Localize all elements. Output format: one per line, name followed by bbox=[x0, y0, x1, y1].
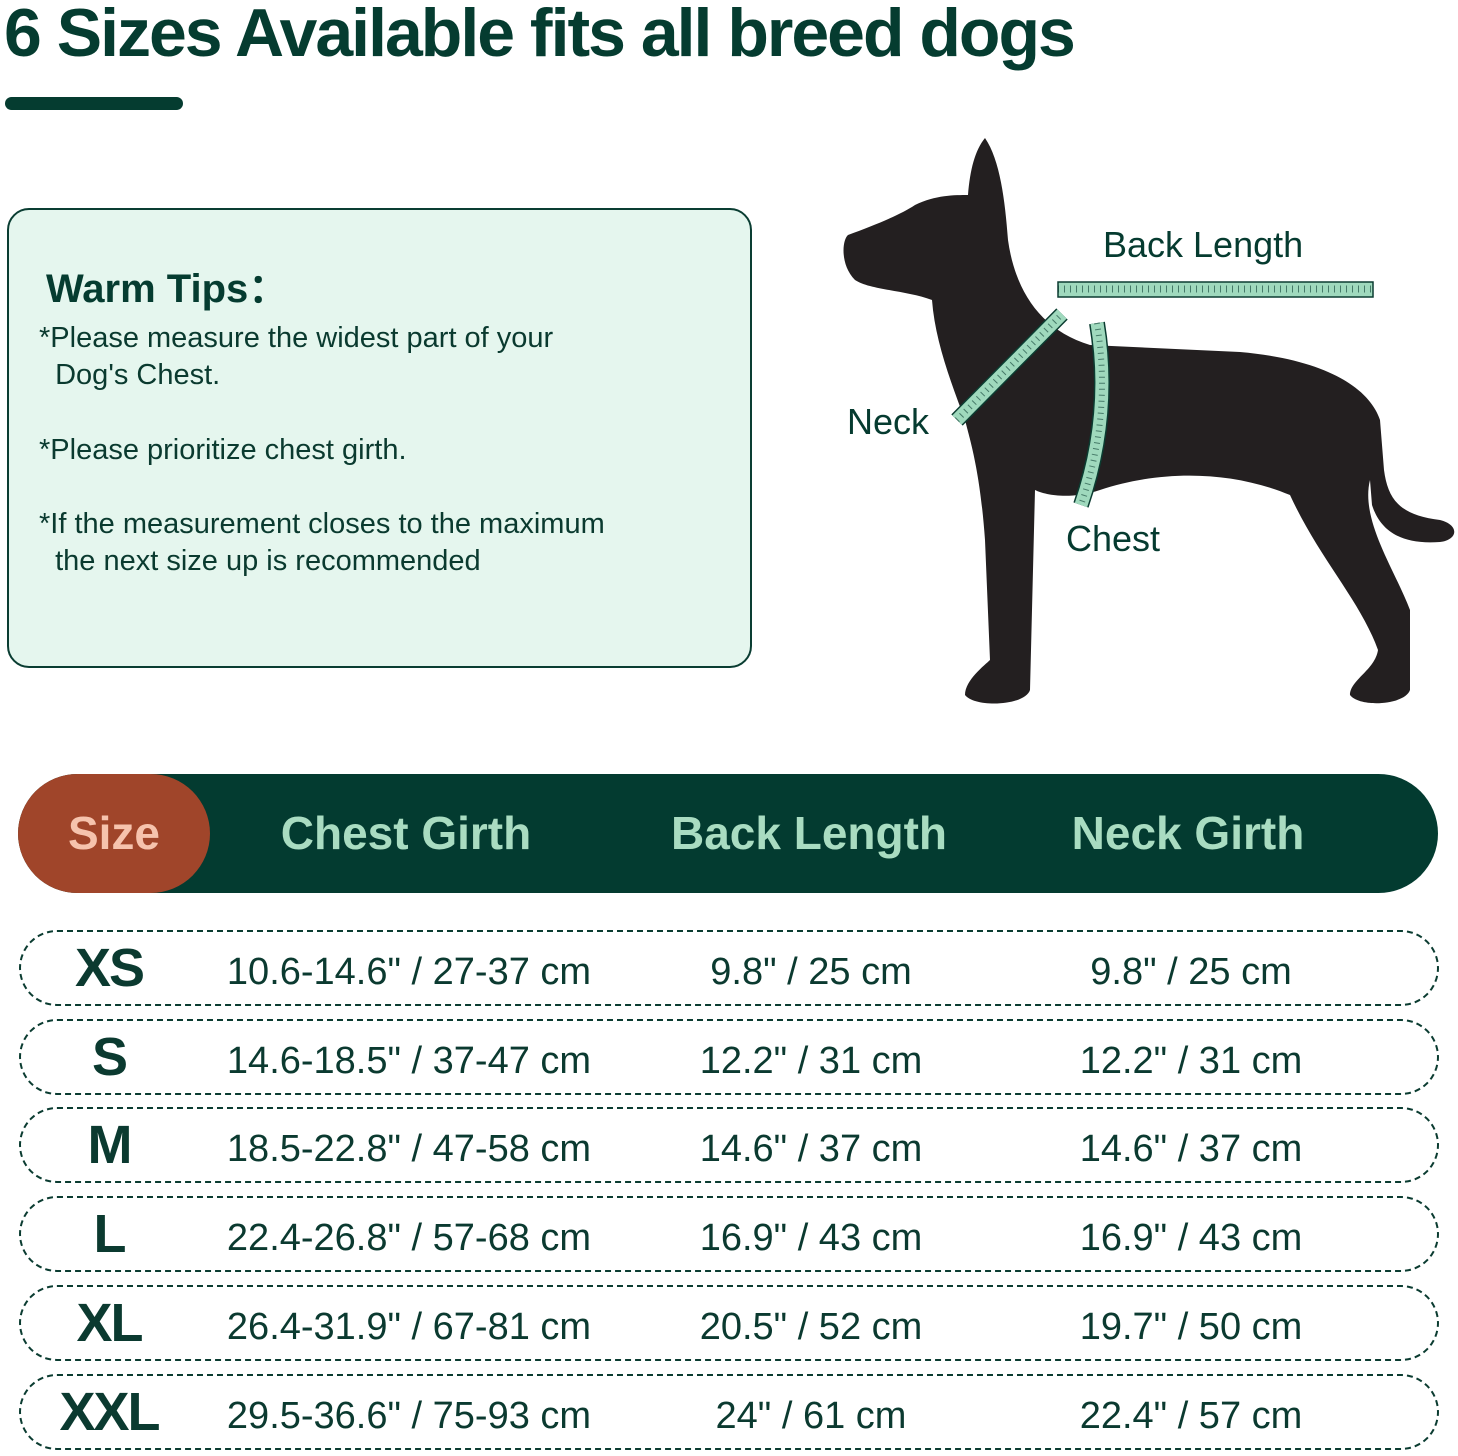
header-chest-girth: Chest Girth bbox=[280, 807, 532, 859]
chest-girth-cell: 10.6-14.6" / 27-37 cm bbox=[226, 951, 592, 993]
size-cell: L bbox=[93, 1204, 127, 1264]
back-length-cell: 12.2" / 31 cm bbox=[699, 1040, 923, 1082]
table-row: XS 10.6-14.6" / 27-37 cm 9.8" / 25 cm 9.8" … bbox=[19, 930, 1439, 1006]
neck-label: Neck bbox=[847, 401, 930, 442]
back-length-label: Back Length bbox=[1103, 224, 1304, 265]
size-cell: XXL bbox=[59, 1382, 160, 1442]
table-row: M 18.5-22.8" / 47-58 cm 14.6" / 37 cm 14.6"… bbox=[19, 1107, 1439, 1183]
dog-silhouette bbox=[843, 138, 1455, 704]
neck-tape-icon bbox=[951, 308, 1068, 426]
back-length-cell: 24" / 61 cm bbox=[715, 1395, 907, 1437]
size-cell: S bbox=[91, 1027, 128, 1087]
tip-measure-chest: *Please measure the widest part of your … bbox=[39, 322, 554, 391]
table-row: L 22.4-26.8" / 57-68 cm 16.9" / 43 cm 16.9"… bbox=[19, 1196, 1439, 1272]
table-row: XL 26.4-31.9" / 67-81 cm 20.5" / 52 cm 19.7… bbox=[19, 1285, 1439, 1361]
size-cell: XS bbox=[74, 938, 145, 998]
neck-girth-cell: 12.2" / 31 cm bbox=[1079, 1040, 1303, 1082]
neck-girth-cell: 19.7" / 50 cm bbox=[1079, 1306, 1303, 1348]
table-row: S 14.6-18.5" / 37-47 cm 12.2" / 31 cm 12.2"… bbox=[19, 1019, 1439, 1095]
dog-measurement-diagram bbox=[843, 138, 1455, 704]
header-neck-girth: Neck Girth bbox=[1071, 807, 1305, 859]
warm-tips-box: Warm Tips： *Please measure the widest pa… bbox=[7, 208, 752, 668]
tip-size-up: *If the measurement closes to the maximu… bbox=[39, 508, 605, 577]
chest-tape-icon bbox=[1073, 321, 1110, 508]
chest-girth-cell: 22.4-26.8" / 57-68 cm bbox=[226, 1217, 592, 1259]
back-length-tape-icon bbox=[1057, 281, 1374, 298]
title-underline bbox=[5, 97, 183, 110]
back-length-cell: 14.6" / 37 cm bbox=[699, 1128, 923, 1170]
size-table-header: Size Chest Girth Back Length Neck Girth bbox=[18, 774, 1438, 893]
back-length-cell: 16.9" / 43 cm bbox=[699, 1217, 923, 1259]
chest-girth-cell: 18.5-22.8" / 47-58 cm bbox=[226, 1128, 592, 1170]
size-cell: XL bbox=[76, 1293, 143, 1353]
neck-girth-cell: 16.9" / 43 cm bbox=[1079, 1217, 1303, 1259]
size-cell: M bbox=[87, 1115, 133, 1175]
table-row: XXL 29.5-36.6" / 75-93 cm 24" / 61 cm 22.4"… bbox=[19, 1374, 1439, 1450]
neck-girth-cell: 22.4" / 57 cm bbox=[1079, 1395, 1303, 1437]
warm-tips-heading: Warm Tips： bbox=[46, 267, 289, 311]
header-size: Size bbox=[67, 807, 161, 859]
size-header-pill: Size bbox=[18, 774, 210, 893]
page-title: 6 Sizes Available fits all breed dogs bbox=[4, 0, 1076, 71]
back-length-cell: 9.8" / 25 cm bbox=[710, 951, 912, 993]
chest-girth-cell: 14.6-18.5" / 37-47 cm bbox=[226, 1040, 592, 1082]
chest-girth-cell: 26.4-31.9" / 67-81 cm bbox=[226, 1306, 592, 1348]
neck-girth-cell: 9.8" / 25 cm bbox=[1090, 951, 1292, 993]
header-back-length: Back Length bbox=[670, 807, 948, 859]
back-length-cell: 20.5" / 52 cm bbox=[699, 1306, 923, 1348]
chest-girth-cell: 29.5-36.6" / 75-93 cm bbox=[226, 1395, 592, 1437]
tip-prioritize-chest: *Please prioritize chest girth. bbox=[39, 434, 407, 466]
neck-girth-cell: 14.6" / 37 cm bbox=[1079, 1128, 1303, 1170]
chest-label: Chest bbox=[1066, 518, 1161, 559]
